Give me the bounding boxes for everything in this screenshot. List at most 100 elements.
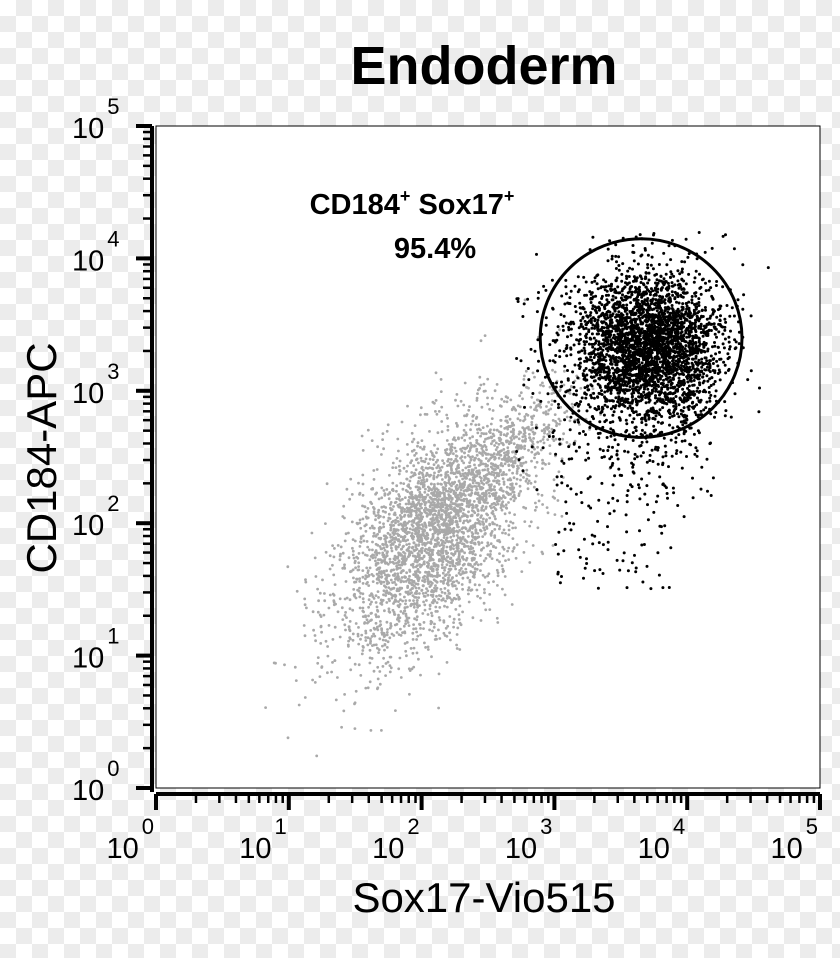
negative-population-point	[441, 548, 445, 552]
negative-population-point	[297, 703, 301, 707]
negative-population-point	[382, 489, 386, 492]
negative-population-point	[407, 483, 411, 487]
negative-population-point	[411, 440, 414, 444]
negative-population-point	[558, 422, 561, 426]
negative-population-point	[500, 397, 504, 401]
positive-population-point	[584, 326, 588, 330]
negative-population-point	[388, 670, 392, 674]
negative-population-point	[457, 436, 460, 440]
negative-population-point	[318, 675, 322, 678]
negative-population-point	[512, 430, 515, 434]
negative-population-point	[442, 503, 445, 507]
positive-population-point	[576, 418, 580, 422]
negative-population-point	[456, 626, 460, 630]
positive-population-point	[573, 420, 577, 424]
negative-population-point	[416, 555, 419, 558]
negative-population-point	[382, 515, 386, 519]
positive-population-point	[625, 530, 629, 534]
negative-population-point	[468, 527, 472, 530]
negative-population-point	[447, 592, 451, 595]
negative-population-point	[416, 634, 420, 638]
negative-population-point	[487, 459, 490, 463]
negative-population-point	[361, 517, 365, 521]
negative-population-point	[403, 496, 407, 499]
negative-population-point	[448, 487, 451, 490]
negative-population-point	[439, 594, 443, 598]
negative-population-point	[475, 449, 479, 453]
positive-population-point	[558, 581, 562, 585]
negative-population-point	[469, 545, 473, 548]
negative-population-point	[498, 552, 501, 555]
negative-population-point	[412, 599, 415, 602]
negative-population-point	[415, 458, 418, 462]
negative-population-point	[556, 499, 560, 502]
negative-population-point	[479, 554, 482, 557]
negative-population-point	[486, 553, 490, 556]
negative-population-point	[381, 553, 385, 557]
positive-population-point	[608, 512, 612, 516]
negative-population-point	[462, 499, 466, 503]
negative-population-point	[417, 570, 420, 573]
negative-population-point	[470, 514, 474, 518]
negative-population-point	[402, 550, 405, 554]
positive-population-point	[670, 454, 674, 458]
negative-population-point	[510, 456, 514, 460]
positive-population-point	[690, 301, 694, 305]
negative-population-point	[513, 459, 517, 463]
negative-population-point	[495, 497, 499, 501]
negative-population-point	[523, 415, 527, 418]
positive-population-point	[693, 322, 697, 325]
negative-population-point	[461, 555, 465, 559]
negative-population-point	[476, 388, 480, 392]
negative-population-point	[341, 618, 345, 621]
positive-population-point	[617, 395, 621, 399]
positive-population-point	[728, 345, 732, 349]
negative-population-point	[375, 627, 379, 630]
negative-population-point	[429, 501, 433, 505]
positive-population-point	[606, 548, 610, 552]
positive-population-point	[694, 294, 698, 298]
positive-population-point	[664, 486, 668, 490]
negative-population-point	[482, 517, 485, 521]
negative-population-point	[264, 706, 267, 709]
negative-population-point	[406, 521, 409, 525]
negative-population-point	[521, 397, 524, 401]
negative-population-point	[441, 478, 444, 481]
negative-population-point	[515, 472, 519, 475]
negative-population-point	[412, 605, 416, 609]
negative-population-point	[502, 528, 506, 532]
negative-population-point	[487, 483, 491, 487]
negative-population-point	[511, 537, 515, 540]
negative-population-point	[379, 526, 383, 530]
negative-population-point	[410, 532, 414, 535]
negative-population-point	[444, 509, 448, 513]
negative-population-point	[361, 592, 365, 596]
negative-population-point	[413, 509, 416, 513]
negative-population-point	[381, 432, 385, 435]
negative-population-point	[394, 518, 397, 522]
positive-population-point	[655, 309, 659, 313]
negative-population-point	[351, 538, 355, 541]
negative-population-point	[378, 530, 381, 534]
negative-population-point	[512, 476, 516, 480]
negative-population-point	[388, 491, 392, 494]
positive-population-point	[666, 496, 669, 500]
negative-population-point	[427, 582, 430, 586]
positive-population-point	[614, 267, 618, 270]
positive-population-point	[612, 410, 616, 414]
negative-population-point	[478, 458, 481, 462]
negative-population-point	[538, 391, 542, 395]
negative-population-point	[450, 598, 453, 601]
negative-population-point	[492, 545, 495, 549]
negative-population-point	[332, 573, 336, 577]
negative-population-point	[382, 543, 385, 547]
negative-population-point	[374, 643, 378, 647]
negative-population-point	[404, 489, 408, 492]
positive-population-point	[695, 449, 699, 453]
negative-population-point	[452, 452, 455, 456]
negative-population-point	[379, 620, 382, 623]
negative-population-point	[493, 488, 497, 492]
negative-population-point	[376, 686, 380, 690]
negative-population-point	[370, 657, 374, 660]
negative-population-point	[497, 442, 501, 446]
